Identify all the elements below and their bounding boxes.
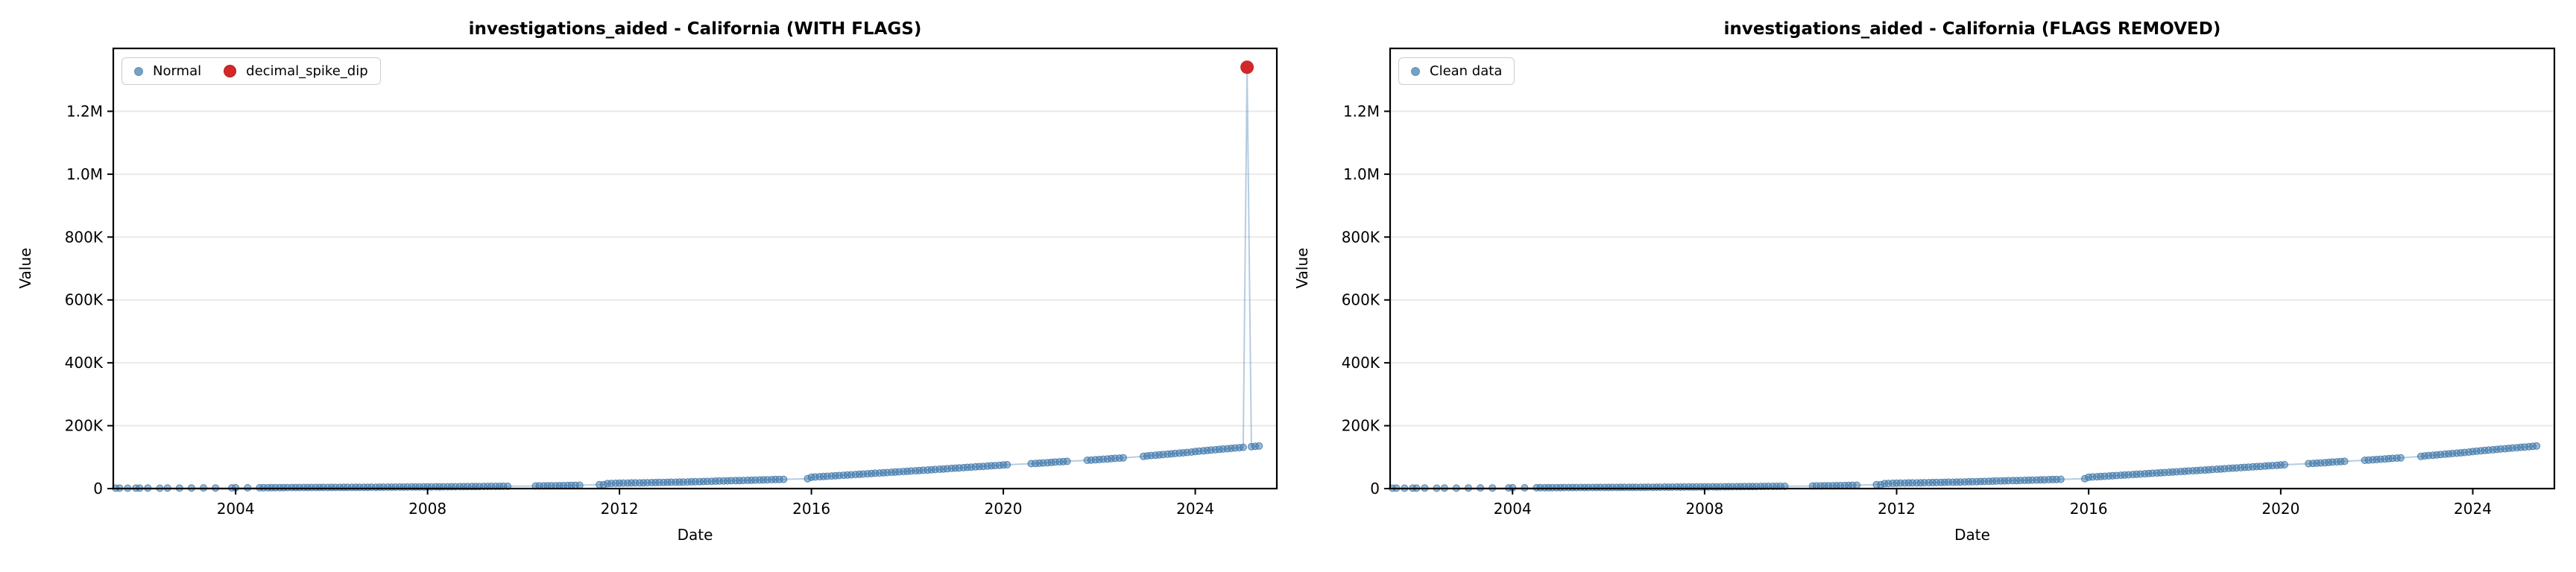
y-tick-label: 1.2M	[1343, 102, 1380, 120]
y-tick-label: 1.2M	[66, 102, 103, 120]
x-tick-label: 2012	[601, 500, 639, 518]
x-tick-label: 2016	[2070, 500, 2108, 518]
x-tick-label: 2004	[217, 500, 255, 518]
series-decimal-spike-dip	[1240, 60, 1254, 74]
y-tick-label: 600K	[1342, 291, 1380, 309]
y-tick-label: 800K	[65, 228, 104, 246]
series-clean-data	[1389, 442, 2541, 492]
decimal-spike-dip-marker-icon	[224, 65, 237, 77]
legend-entry-clean-data: Clean data	[1411, 63, 1502, 79]
right-chart-title: investigations_aided - California (FLAGS…	[1723, 19, 2221, 39]
left-chart-title: investigations_aided - California (WITH …	[468, 19, 922, 39]
right-legend: Clean data	[1398, 57, 1515, 85]
y-tick-label: 0	[1370, 480, 1380, 498]
x-tick-label: 2016	[792, 500, 830, 518]
x-tick-label: 2004	[1494, 500, 1532, 518]
y-tick-label: 0	[93, 480, 103, 498]
left-legend: Normal decimal_spike_dip	[121, 57, 381, 85]
x-tick-label: 2020	[985, 500, 1023, 518]
left-x-axis-label: Date	[677, 526, 713, 544]
axes-frame	[112, 47, 1278, 490]
y-tick-label: 200K	[1342, 417, 1380, 435]
series-clean-data-deflagged-point-	[2521, 443, 2529, 451]
left-y-axis-label: Value	[16, 247, 34, 289]
x-tick-label: 2024	[2454, 500, 2492, 518]
legend-entry-decimal-spike-dip: decimal_spike_dip	[224, 63, 368, 79]
y-tick-label: 800K	[1342, 228, 1380, 246]
x-tick-label: 2008	[408, 500, 446, 518]
legend-label-clean-data: Clean data	[1430, 63, 1503, 79]
plot-left: 2004 2008 2012 2016 2020 2024 0 200K 400K 600K 800…	[65, 47, 1278, 518]
axes-frame	[1389, 47, 2556, 490]
legend-label-normal: Normal	[153, 63, 202, 79]
x-tick-label: 2012	[1878, 500, 1916, 518]
y-tick-label: 1.0M	[66, 165, 103, 183]
series-normal	[112, 442, 1263, 492]
plot-right: 2004 2008 2012 2016 2020 2024 0 200K 400K 600K 800…	[1342, 47, 2556, 518]
right-x-axis-label: Date	[1954, 526, 1990, 544]
y-tick-label: 400K	[1342, 354, 1380, 372]
legend-label-decimal-spike-dip: decimal_spike_dip	[246, 63, 368, 79]
clean-data-marker-icon	[1411, 66, 1420, 76]
x-tick-label: 2020	[2261, 500, 2299, 518]
y-tick-label: 400K	[65, 354, 104, 372]
y-tick-label: 1.0M	[1343, 165, 1380, 183]
x-tick-label: 2024	[1176, 500, 1214, 518]
y-tick-label: 600K	[65, 291, 104, 309]
x-tick-label: 2008	[1685, 500, 1723, 518]
normal-marker-icon	[134, 66, 143, 76]
legend-entry-normal: Normal	[134, 63, 201, 79]
right-y-axis-label: Value	[1293, 247, 1311, 289]
y-tick-label: 200K	[65, 417, 104, 435]
